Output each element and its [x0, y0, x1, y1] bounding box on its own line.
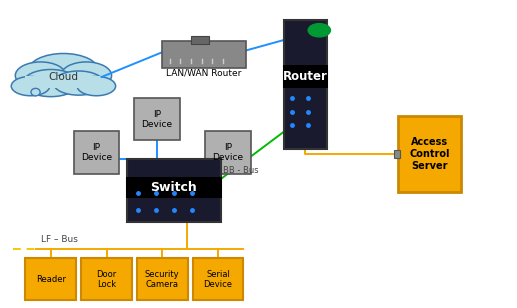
Text: Access
Control
Server: Access Control Server: [409, 137, 450, 171]
FancyBboxPatch shape: [283, 65, 328, 88]
FancyBboxPatch shape: [284, 20, 327, 149]
FancyBboxPatch shape: [81, 258, 132, 300]
Text: LF – Bus: LF – Bus: [41, 235, 78, 244]
Ellipse shape: [11, 76, 50, 96]
FancyBboxPatch shape: [191, 36, 209, 44]
Text: Serial
Device: Serial Device: [204, 270, 233, 289]
Text: BB - Bus: BB - Bus: [223, 166, 258, 175]
Text: Security
Camera: Security Camera: [145, 270, 179, 289]
FancyBboxPatch shape: [73, 131, 119, 174]
Ellipse shape: [31, 88, 40, 96]
Ellipse shape: [28, 54, 99, 88]
Ellipse shape: [61, 62, 112, 89]
Text: LAN/WAN Router: LAN/WAN Router: [166, 68, 242, 77]
Ellipse shape: [23, 70, 79, 97]
Bar: [25, 75, 101, 87]
FancyBboxPatch shape: [134, 98, 180, 140]
Ellipse shape: [53, 71, 104, 95]
FancyBboxPatch shape: [162, 41, 246, 68]
Ellipse shape: [77, 76, 116, 96]
FancyBboxPatch shape: [398, 116, 461, 192]
Bar: [394, 150, 400, 158]
Ellipse shape: [16, 62, 66, 89]
Text: Router: Router: [283, 70, 328, 83]
FancyBboxPatch shape: [126, 177, 221, 198]
FancyBboxPatch shape: [127, 159, 220, 222]
Text: IP
Device: IP Device: [142, 110, 173, 129]
Text: Cloud: Cloud: [49, 72, 79, 82]
FancyBboxPatch shape: [137, 258, 188, 300]
Text: Switch: Switch: [150, 181, 197, 194]
Text: Door
Lock: Door Lock: [96, 270, 117, 289]
FancyBboxPatch shape: [205, 131, 251, 174]
FancyBboxPatch shape: [25, 258, 76, 300]
Circle shape: [308, 24, 330, 37]
Text: IP
Device: IP Device: [81, 143, 112, 162]
Text: IP
Device: IP Device: [212, 143, 244, 162]
Text: Reader: Reader: [36, 275, 66, 284]
FancyBboxPatch shape: [193, 258, 244, 300]
